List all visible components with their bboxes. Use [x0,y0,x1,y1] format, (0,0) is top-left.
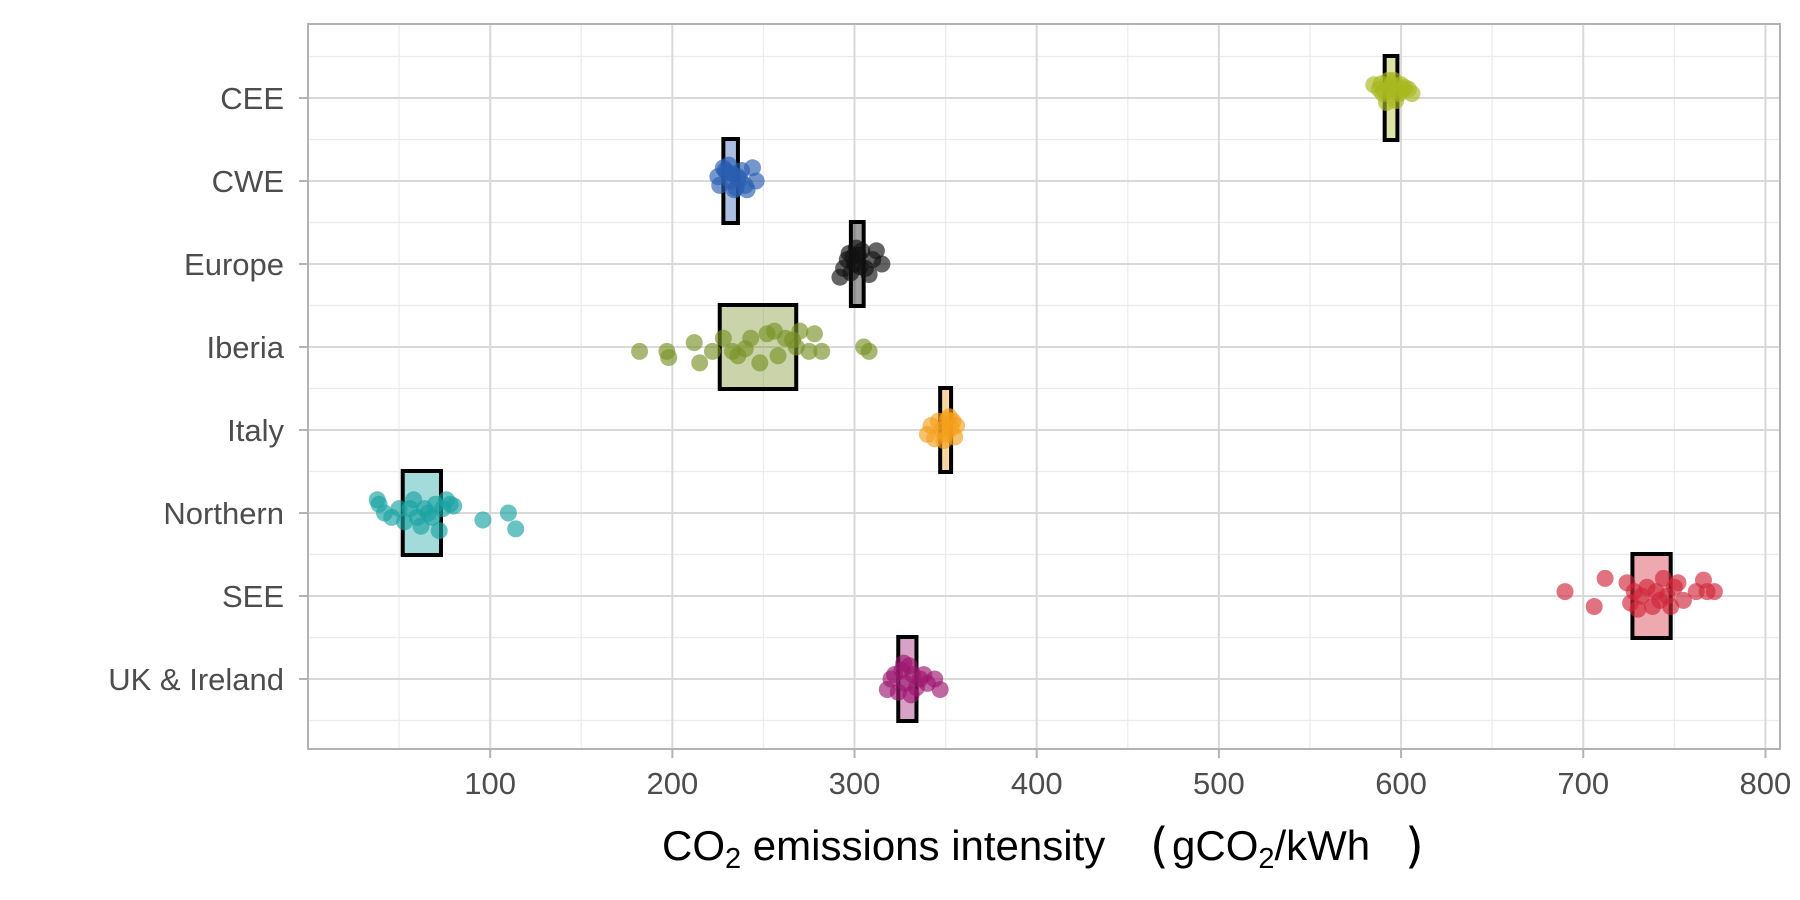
mean-box [717,303,799,391]
y-tick-label: Northern [163,496,284,531]
x-axis-title: CO2 emissions intensity ( gCO2/kWh ) [662,818,1424,875]
data-point [1556,583,1574,601]
data-point [1705,583,1723,601]
x-axis-title-close-paren: ) [1405,818,1424,874]
data-point [742,329,760,347]
data-point [716,161,734,179]
data-point [714,329,732,347]
plot-panel [308,24,1780,749]
y-axis: CEE CWE Europe Iberia Italy Northern SEE UK & I… [108,81,308,697]
plot-panel-border [307,23,1781,750]
data-point [847,239,865,257]
data-point [1662,598,1680,616]
data-point [731,170,749,188]
y-tick-label: CWE [212,164,284,199]
data-point [787,338,805,356]
y-tick-label: Italy [227,413,284,448]
data-point [703,342,721,360]
x-axis: 100 200 300 400 500 600 700 800 [464,749,1791,801]
data-point [445,497,463,515]
data-point [902,686,920,704]
data-point [931,681,949,699]
x-tick-label: 200 [646,766,698,801]
y-tick-label: CEE [220,81,284,116]
y-tick-label: SEE [222,579,284,614]
x-axis-title-subscript: 2 [725,843,741,875]
data-point [474,511,492,529]
x-tick-label: 700 [1557,766,1609,801]
data-point [851,258,869,276]
data-point [507,520,525,538]
x-axis-title-prefix: CO [662,822,725,869]
data-point [396,513,414,531]
data-point [430,522,448,540]
svg-text:gCO2/kWh: gCO2/kWh [1172,822,1370,875]
major-gridlines [308,24,1780,749]
x-tick-label: 800 [1740,766,1792,801]
data-point [805,325,823,343]
y-tick-label: UK & Ireland [108,662,284,697]
data-point [660,349,678,367]
data-point [751,354,769,372]
data-point [800,342,818,360]
x-axis-title-middle: emissions intensity [741,822,1105,869]
x-axis-title-unit-suffix: /kWh [1275,822,1371,869]
data-point [935,432,953,450]
x-tick-label: 400 [1011,766,1063,801]
y-tick-label: Europe [184,247,284,282]
data-point [895,654,913,672]
x-tick-label: 600 [1375,766,1427,801]
data-point [791,322,809,340]
data-point [711,176,729,194]
data-point [1669,574,1687,592]
data-point [1596,569,1614,587]
data-point [942,419,960,437]
x-tick-label: 300 [829,766,881,801]
data-point [1399,80,1417,98]
svg-text:CO2 emissions intensity: CO2 emissions intensity [662,822,1105,875]
data-point [769,347,787,365]
data-point [1674,591,1692,609]
data-point [1376,82,1394,100]
x-axis-title-open-paren: ( [1150,818,1169,874]
data-point [860,342,878,360]
x-tick-label: 100 [464,766,516,801]
data-point [744,159,762,177]
y-tick-label: Iberia [206,330,284,365]
data-points [368,71,1723,704]
data-point [685,334,703,352]
data-point [873,255,891,273]
data-point [1629,600,1647,618]
data-point [691,354,709,372]
data-point [1585,598,1603,616]
data-point [499,504,517,522]
data-point [813,342,831,360]
data-point [631,342,649,360]
x-axis-title-unit-subscript: 2 [1258,843,1274,875]
data-point [867,242,885,260]
minor-gridlines [308,24,1780,749]
x-axis-title-unit-prefix: gCO [1172,822,1258,869]
x-tick-label: 500 [1193,766,1245,801]
